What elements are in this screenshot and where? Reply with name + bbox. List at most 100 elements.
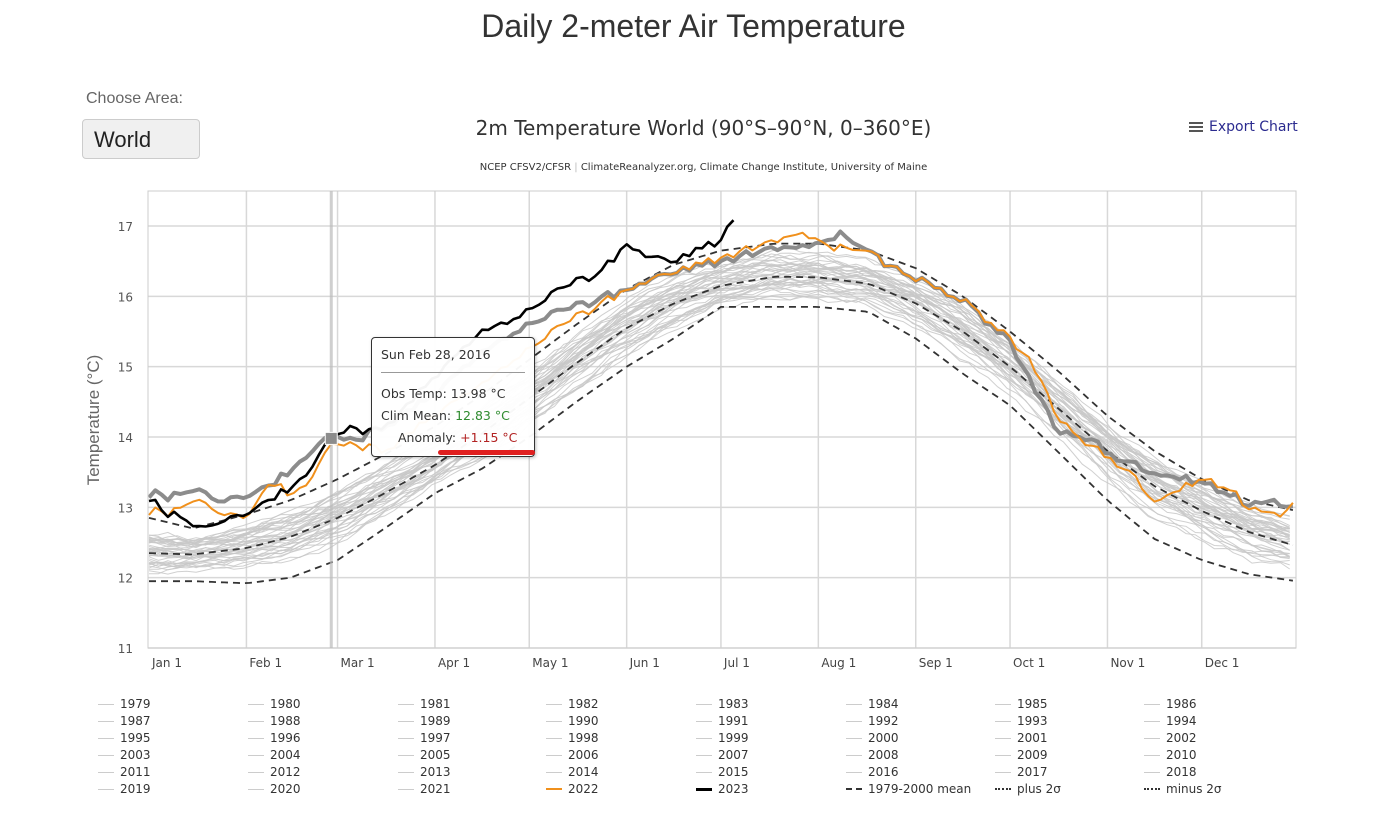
year-line-1995 [148,269,1290,554]
area-select[interactable]: World [82,119,200,159]
y-axis-labels: 11 12 13 14 15 16 17 [118,220,133,656]
legend-item-2016[interactable]: 2016 [846,765,899,779]
legend-item-2020[interactable]: 2020 [248,782,301,796]
legend-item-2004[interactable]: 2004 [248,748,301,762]
legend-label: 2015 [718,765,749,779]
legend-item-1997[interactable]: 1997 [398,731,451,745]
legend-label: 2021 [420,782,451,796]
legend-label: 1982 [568,697,599,711]
legend-item-2008[interactable]: 2008 [846,748,899,762]
legend-item-1984[interactable]: 1984 [846,697,899,711]
y-tick-label: 16 [118,290,133,304]
legend-item-1993[interactable]: 1993 [995,714,1048,728]
legend-item-1979-2000-mean[interactable]: 1979-2000 mean [846,782,971,796]
legend-item-2003[interactable]: 2003 [98,748,151,762]
legend-swatch-icon [696,771,712,773]
legend-item-1985[interactable]: 1985 [995,697,1048,711]
legend-item-1980[interactable]: 1980 [248,697,301,711]
legend-item-2013[interactable]: 2013 [398,765,451,779]
clim-value: 12.83 °C [455,408,510,423]
legend-item-2012[interactable]: 2012 [248,765,301,779]
export-chart-button[interactable]: Export Chart [1189,119,1298,135]
legend-label: 2003 [120,748,151,762]
legend-item-2009[interactable]: 2009 [995,748,1048,762]
legend-item-2019[interactable]: 2019 [98,782,151,796]
legend-item-2001[interactable]: 2001 [995,731,1048,745]
legend-swatch-icon [1144,737,1160,739]
legend-label: 1998 [568,731,599,745]
year-line-2019 [148,264,1290,542]
legend-item-2021[interactable]: 2021 [398,782,451,796]
legend-item-1981[interactable]: 1981 [398,697,451,711]
legend-swatch-icon [398,771,414,773]
year-line-1992 [148,246,1290,542]
legend-item-2022[interactable]: 2022 [546,782,599,796]
legend-item-1995[interactable]: 1995 [98,731,151,745]
series-line-plus-2- [148,242,1294,530]
legend-item-2018[interactable]: 2018 [1144,765,1197,779]
series-line-minus-2- [149,305,1294,585]
legend-label: 2018 [1166,765,1197,779]
legend-item-1988[interactable]: 1988 [248,714,301,728]
legend-item-2000[interactable]: 2000 [846,731,899,745]
legend-label: 2011 [120,765,151,779]
obs-value: 13.98 °C [450,386,506,401]
legend-item-1998[interactable]: 1998 [546,731,599,745]
x-axis-labels: Jan 1 Feb 1 Mar 1 Apr 1 May 1 Jun 1 Jul 1 Aug 1… [151,656,1239,670]
legend-item-1990[interactable]: 1990 [546,714,599,728]
series-line-2016 [147,229,1294,509]
x-tick-label: Feb 1 [249,656,282,670]
legend-swatch-icon [846,737,862,739]
legend-swatch-icon [98,720,114,722]
legend-item-1979[interactable]: 1979 [98,697,151,711]
legend-item-1989[interactable]: 1989 [398,714,451,728]
legend-item-1999[interactable]: 1999 [696,731,749,745]
legend-item-1983[interactable]: 1983 [696,697,749,711]
legend-item-1987[interactable]: 1987 [98,714,151,728]
legend-item-2007[interactable]: 2007 [696,748,749,762]
legend-item-2010[interactable]: 2010 [1144,748,1197,762]
legend-item-1986[interactable]: 1986 [1144,697,1197,711]
legend-item-minus-2-[interactable]: minus 2σ [1144,782,1222,796]
legend-swatch-icon [98,771,114,773]
legend-swatch-icon [846,788,862,790]
legend-item-2005[interactable]: 2005 [398,748,451,762]
area-label: Choose Area: [86,90,183,107]
x-tick-label: Oct 1 [1013,656,1045,670]
legend-label: 2008 [868,748,899,762]
legend-swatch-icon [846,771,862,773]
legend-item-1992[interactable]: 1992 [846,714,899,728]
legend-label: 1981 [420,697,451,711]
legend-item-1996[interactable]: 1996 [248,731,301,745]
legend-label: 1987 [120,714,151,728]
hover-marker [324,431,338,445]
legend-swatch-icon [398,754,414,756]
legend-item-2015[interactable]: 2015 [696,765,749,779]
legend-swatch-icon [1144,720,1160,722]
legend-item-1991[interactable]: 1991 [696,714,749,728]
legend-item-2017[interactable]: 2017 [995,765,1048,779]
legend-item-1982[interactable]: 1982 [546,697,599,711]
x-tick-label: Mar 1 [341,656,375,670]
legend-swatch-icon [546,720,562,722]
subtitle-credit: ClimateReanalyzer.org, Climate Change In… [580,162,928,173]
legend-item-2006[interactable]: 2006 [546,748,599,762]
legend-label: 2000 [868,731,899,745]
legend-item-2002[interactable]: 2002 [1144,731,1197,745]
legend-label: 1999 [718,731,749,745]
legend-label: 2013 [420,765,451,779]
legend-swatch-icon [995,720,1011,722]
legend-label: 1997 [420,731,451,745]
x-tick-label: Dec 1 [1205,656,1240,670]
legend-item-1994[interactable]: 1994 [1144,714,1197,728]
legend-item-2014[interactable]: 2014 [546,765,599,779]
legend-label: 2002 [1166,731,1197,745]
year-line-2011 [148,262,1290,545]
legend-item-plus-2-[interactable]: plus 2σ [995,782,1061,796]
legend-swatch-icon [1144,771,1160,773]
legend-label: 2005 [420,748,451,762]
year-line-2020 [148,275,1291,560]
legend-item-2023[interactable]: 2023 [696,782,749,796]
legend-swatch-icon [398,703,414,705]
legend-item-2011[interactable]: 2011 [98,765,151,779]
